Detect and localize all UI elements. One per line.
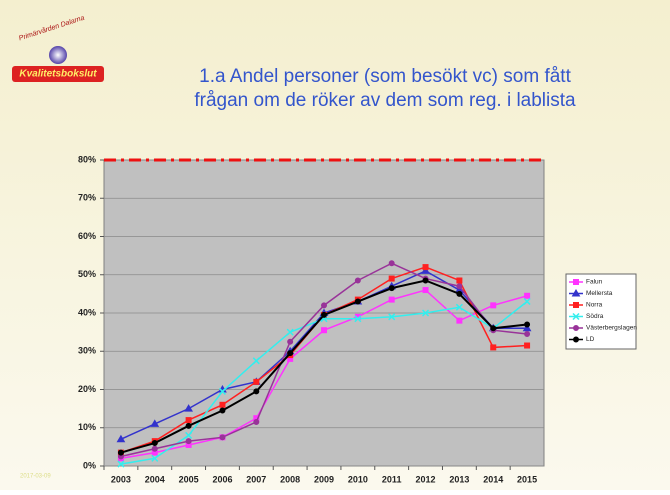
- data-point: [455, 303, 463, 311]
- x-tick-label: 2010: [348, 474, 368, 484]
- chart-title-line: 1.a Andel personer (som besökt vc) som f…: [199, 66, 571, 87]
- legend-label: LD: [586, 336, 595, 343]
- legend-label: Södra: [586, 313, 604, 320]
- data-point: [321, 311, 327, 318]
- x-tick-label: 2009: [314, 474, 334, 484]
- data-point: [523, 297, 531, 306]
- legend-label: Falun: [586, 279, 603, 286]
- data-point: [354, 298, 361, 305]
- data-point: [185, 417, 192, 424]
- data-point: [252, 357, 260, 365]
- legend-label: Norra: [586, 302, 603, 309]
- data-point: [522, 323, 532, 332]
- data-point: [388, 275, 395, 282]
- data-point: [253, 378, 260, 385]
- data-point: [524, 292, 531, 299]
- data-point: [185, 431, 193, 439]
- data-point: [388, 260, 395, 267]
- x-tick-label: 2014: [483, 474, 503, 484]
- x-tick-label: 2004: [145, 474, 165, 484]
- data-point: [524, 331, 531, 338]
- data-point: [185, 438, 192, 445]
- y-tick-label: 50%: [78, 269, 96, 279]
- x-tick-label: 2007: [246, 474, 266, 484]
- x-tick-label: 2003: [111, 474, 131, 484]
- data-point: [321, 327, 327, 334]
- legend-marker: [572, 312, 580, 321]
- data-point: [253, 388, 260, 395]
- data-point: [388, 313, 396, 321]
- legend-marker: [571, 289, 581, 297]
- y-tick-label: 40%: [78, 307, 96, 317]
- x-tick-label: 2013: [449, 474, 469, 484]
- chart-title-line: frågan om de röker av dem som reg. i lab…: [194, 90, 576, 111]
- y-tick-label: 0%: [83, 460, 96, 470]
- data-point: [456, 317, 463, 324]
- data-point: [116, 434, 126, 443]
- logo-star: [49, 46, 67, 64]
- data-point: [184, 404, 193, 412]
- logo-bottom: Kvalitetsbokslut: [19, 69, 97, 80]
- data-point: [422, 264, 429, 271]
- data-point: [354, 315, 362, 323]
- data-point: [524, 342, 531, 349]
- legend-box: [565, 273, 637, 350]
- data-point: [490, 325, 497, 332]
- y-tick-label: 20%: [78, 384, 96, 394]
- data-point: [117, 449, 124, 456]
- data-point: [287, 338, 294, 345]
- data-point: [456, 277, 463, 284]
- data-point: [286, 328, 294, 336]
- data-point: [151, 440, 158, 447]
- data-point: [151, 454, 159, 462]
- y-tick-label: 60%: [78, 231, 96, 241]
- y-tick-label: 30%: [78, 346, 96, 356]
- x-tick-label: 2006: [212, 474, 232, 484]
- data-point: [421, 266, 430, 274]
- data-point: [150, 419, 160, 427]
- data-point: [219, 401, 226, 408]
- data-point: [422, 277, 429, 284]
- y-tick-label: 80%: [78, 154, 96, 164]
- x-tick-label: 2005: [179, 474, 199, 484]
- footer-date: 2017-03-09: [20, 474, 51, 480]
- legend-label: Västerbergslagen: [586, 325, 637, 332]
- data-point: [456, 290, 463, 297]
- data-point: [287, 350, 294, 357]
- legend-marker: [573, 325, 579, 331]
- data-point: [151, 445, 158, 452]
- data-point: [490, 344, 497, 351]
- data-point: [422, 287, 429, 294]
- data-point: [219, 407, 226, 414]
- data-point: [524, 321, 531, 328]
- legend-marker: [573, 302, 579, 308]
- data-point: [218, 387, 226, 395]
- data-point: [117, 460, 125, 468]
- y-tick-label: 10%: [78, 422, 96, 432]
- x-tick-label: 2008: [280, 474, 300, 484]
- data-point: [321, 302, 327, 309]
- data-point: [456, 283, 463, 290]
- data-point: [422, 309, 430, 317]
- data-point: [490, 302, 497, 309]
- logo-banner: [12, 66, 104, 82]
- data-point: [388, 285, 395, 292]
- data-point: [354, 277, 361, 284]
- x-tick-label: 2012: [416, 474, 436, 484]
- x-tick-label: 2011: [382, 474, 402, 484]
- legend-marker: [573, 336, 579, 343]
- data-point: [219, 434, 226, 441]
- x-tick-label: 2015: [517, 474, 537, 484]
- data-point: [185, 422, 192, 429]
- data-point: [253, 419, 260, 426]
- legend-label: Mellersta: [586, 290, 613, 297]
- y-tick-label: 70%: [78, 193, 96, 203]
- data-point: [388, 296, 395, 303]
- legend-marker: [573, 279, 579, 285]
